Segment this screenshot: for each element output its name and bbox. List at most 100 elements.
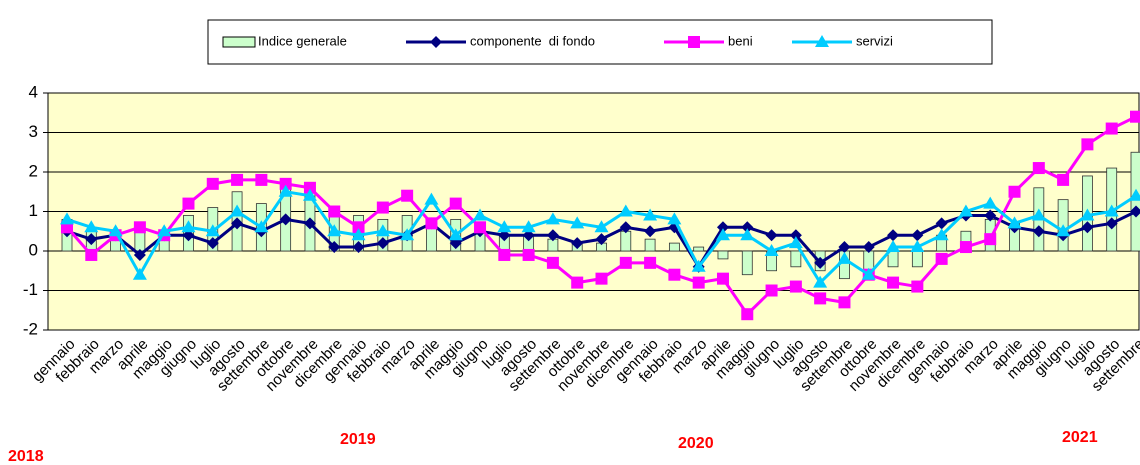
marker [182,197,195,210]
marker [643,208,658,221]
marker [618,204,633,217]
legend-label: beni [728,33,753,48]
marker [430,36,442,48]
marker [935,217,948,230]
marker [838,241,851,254]
marker [254,220,269,233]
marker [887,229,900,242]
marker [934,228,949,241]
year-label: 2020 [678,435,714,452]
marker [667,212,682,225]
marker [1080,208,1095,221]
marker [1032,225,1045,238]
marker [644,225,657,238]
marker [133,248,146,261]
legend-label: servizi [856,33,893,48]
marker [279,213,292,226]
marker [157,224,172,237]
bar [1130,151,1140,252]
marker [741,308,754,321]
marker [546,229,559,242]
legend-swatch [222,36,256,48]
marker [815,35,829,47]
marker [716,272,729,285]
marker [302,188,317,201]
bar [911,250,923,268]
marker [1008,185,1021,198]
marker [84,220,99,233]
marker [351,228,366,241]
marker [474,221,487,234]
marker [570,216,585,229]
marker [959,241,972,254]
marker [352,241,365,254]
marker [278,184,293,197]
bar [717,250,729,260]
marker [814,292,827,305]
marker [328,241,341,254]
marker [448,228,463,241]
marker [668,268,681,281]
y-tick-label: -1 [23,280,38,299]
marker [375,224,390,237]
marker [1130,205,1140,218]
marker [595,272,608,285]
marker [546,256,559,269]
bar [644,238,656,252]
marker [984,209,997,222]
marker [814,256,827,269]
marker [958,204,973,217]
marker [545,212,560,225]
bar [668,242,680,252]
marker [132,267,147,280]
marker [619,221,632,234]
bar [790,250,802,268]
y-tick-label: 3 [29,122,38,141]
marker [910,240,925,253]
marker [376,201,389,214]
marker [424,192,439,205]
y-tick-label: 2 [29,161,38,180]
marker [1031,208,1046,221]
marker [692,276,705,289]
marker [231,173,244,186]
marker [1056,224,1071,237]
marker [765,284,778,297]
marker [571,276,584,289]
marker [498,248,511,261]
marker [60,212,74,225]
marker [691,259,706,272]
marker [765,229,778,242]
marker [425,217,438,230]
marker [571,237,584,250]
marker [279,177,292,190]
bar [134,230,146,252]
marker [85,233,98,246]
marker [716,221,729,234]
marker [1129,188,1140,201]
marker [886,240,901,253]
marker [1081,138,1094,151]
marker [327,224,342,237]
marker [789,229,802,242]
marker [983,196,998,209]
marker [595,233,608,246]
y-tick-label: -2 [23,319,38,338]
marker [473,208,488,221]
marker [230,204,245,217]
marker [231,217,244,230]
marker [837,251,852,264]
marker [303,181,316,194]
marker [1105,217,1118,230]
bar [741,250,753,276]
y-tick-label: 1 [29,201,38,220]
marker [813,275,828,288]
year-label: 2021 [1062,429,1098,446]
marker [449,197,462,210]
marker [715,228,730,241]
marker [400,228,415,241]
marker [352,221,365,234]
bar [620,230,632,252]
marker [401,189,414,202]
marker [206,177,219,190]
